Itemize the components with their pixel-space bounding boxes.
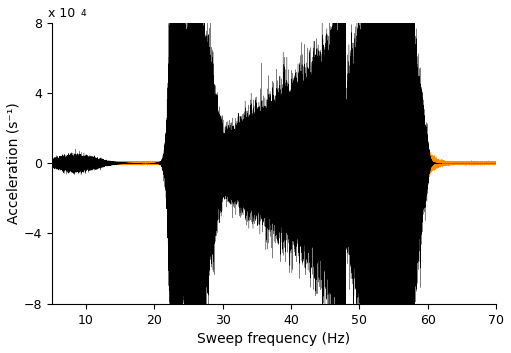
Y-axis label: Acceleration (s⁻¹): Acceleration (s⁻¹) — [7, 102, 21, 224]
Text: 4: 4 — [81, 10, 86, 18]
Text: x 10: x 10 — [48, 7, 75, 20]
X-axis label: Sweep frequency (Hz): Sweep frequency (Hz) — [197, 332, 351, 346]
